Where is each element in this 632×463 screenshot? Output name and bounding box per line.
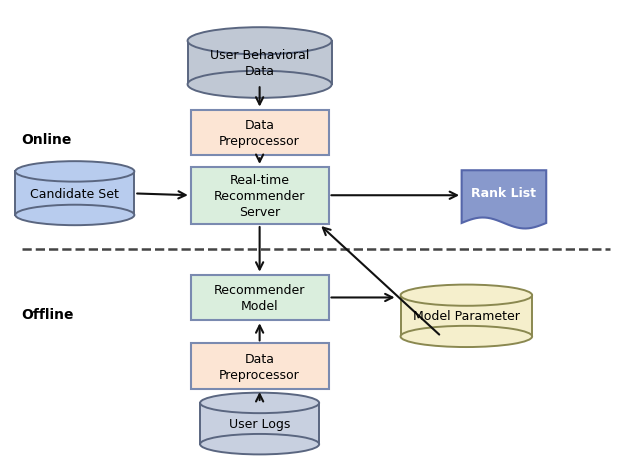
Ellipse shape [15, 205, 135, 225]
Text: Recommender
Model: Recommender Model [214, 283, 305, 313]
FancyBboxPatch shape [191, 110, 329, 156]
Polygon shape [461, 171, 546, 229]
Text: Data
Preprocessor: Data Preprocessor [219, 119, 300, 148]
Text: Data
Preprocessor: Data Preprocessor [219, 352, 300, 381]
Text: Offline: Offline [21, 307, 74, 321]
Text: Candidate Set: Candidate Set [30, 187, 119, 200]
FancyBboxPatch shape [191, 344, 329, 389]
Polygon shape [15, 172, 135, 215]
Text: User Logs: User Logs [229, 417, 290, 430]
FancyBboxPatch shape [191, 168, 329, 225]
Ellipse shape [401, 285, 532, 306]
Ellipse shape [401, 326, 532, 347]
Polygon shape [401, 295, 532, 337]
FancyBboxPatch shape [191, 275, 329, 321]
Ellipse shape [188, 28, 332, 55]
Text: User Behavioral
Data: User Behavioral Data [210, 49, 309, 78]
Text: Rank List: Rank List [471, 186, 537, 199]
Ellipse shape [188, 72, 332, 99]
Polygon shape [200, 403, 319, 444]
Ellipse shape [200, 393, 319, 413]
Text: Model Parameter: Model Parameter [413, 310, 520, 323]
Text: Real-time
Recommender
Server: Real-time Recommender Server [214, 174, 305, 219]
Polygon shape [188, 42, 332, 85]
Ellipse shape [200, 434, 319, 454]
Ellipse shape [15, 162, 135, 182]
Text: Online: Online [21, 133, 72, 147]
